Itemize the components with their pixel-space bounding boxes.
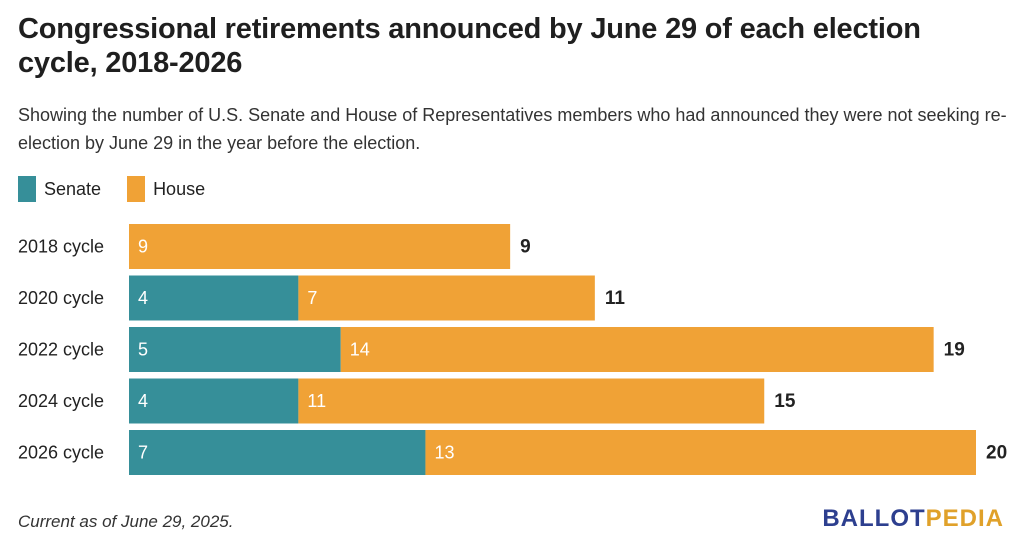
legend-label-house: House [153,178,206,199]
footer-note: Current as of June 29, 2025. [18,512,234,531]
data-label-house: 7 [307,288,317,308]
data-label-house: 14 [350,340,370,360]
chart-title: Congressional retirements announced by J… [18,13,921,79]
bar-house [340,327,934,372]
data-label-house: 11 [307,391,326,411]
category-label: 2018 cycle [18,237,104,257]
logo-part-2: PEDIA [925,505,1004,532]
bar-house [425,430,976,475]
logo-part-1: BALLOT [822,505,926,532]
legend-item-house: House [127,176,205,202]
total-label: 19 [944,340,965,361]
bar-chart: 2018 cycle 9 9 2020 cycle 4 7 11 2022 cycle 5 14 1… [18,224,1007,475]
data-label-senate: 4 [138,288,148,308]
bar-senate [129,275,299,321]
bar-senate [129,430,426,475]
legend: Senate House [18,176,231,202]
category-label: 2024 cycle [18,391,104,411]
legend-swatch-house [127,176,146,202]
legend-item-senate: Senate [18,176,101,202]
data-label-senate: 7 [138,443,148,463]
chart-subtitle: Showing the number of U.S. Senate and Ho… [18,105,1007,153]
bar-house [298,275,595,321]
bar-house [129,224,511,269]
total-label: 9 [520,237,531,258]
bar-house [298,378,765,424]
data-label-house: 13 [434,443,454,463]
legend-swatch-senate [18,176,36,202]
bar-senate [129,378,299,424]
data-label-house: 9 [138,237,148,257]
total-label: 11 [605,288,626,309]
ballotpedia-logo: BALLOTPEDIA [822,505,1004,533]
total-label: 15 [774,391,796,412]
category-label: 2022 cycle [18,340,104,360]
data-label-senate: 4 [138,391,148,411]
bar-senate [129,327,341,372]
data-label-senate: 5 [138,340,148,360]
total-label: 20 [986,443,1007,464]
legend-label-senate: Senate [44,178,102,199]
category-label: 2020 cycle [18,288,104,308]
category-label: 2026 cycle [18,443,104,463]
